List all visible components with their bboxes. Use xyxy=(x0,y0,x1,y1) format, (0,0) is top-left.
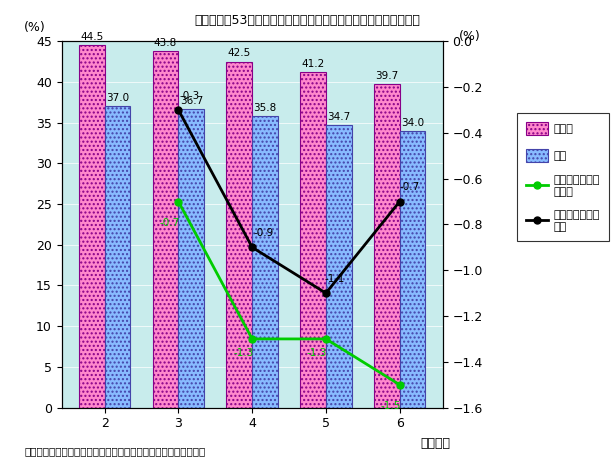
X-axis label: （年度）: （年度） xyxy=(420,437,450,450)
Bar xyxy=(226,61,252,408)
Y-axis label: (%): (%) xyxy=(459,30,480,43)
Text: 36.7: 36.7 xyxy=(180,96,203,105)
Bar xyxy=(105,106,130,408)
Text: 第２－７－53図　第二次産業構成比及び構成比の対前年度減少率: 第２－７－53図 第二次産業構成比及び構成比の対前年度減少率 xyxy=(194,14,421,27)
Text: 「県民経済計算年報（平成９年版）」（経済企画庁）により作成: 「県民経済計算年報（平成９年版）」（経済企画庁）により作成 xyxy=(25,446,206,456)
Text: 34.7: 34.7 xyxy=(327,112,351,122)
Text: 35.8: 35.8 xyxy=(253,103,277,113)
Bar xyxy=(153,51,178,408)
Text: 44.5: 44.5 xyxy=(80,32,103,42)
Text: -1.5: -1.5 xyxy=(381,401,401,411)
Text: -1.3: -1.3 xyxy=(233,348,253,358)
Bar xyxy=(400,131,426,408)
Text: -0.7: -0.7 xyxy=(159,218,180,228)
Text: 39.7: 39.7 xyxy=(375,71,399,81)
Text: -0.7: -0.7 xyxy=(399,182,419,192)
Bar xyxy=(252,116,278,408)
Text: 43.8: 43.8 xyxy=(154,38,177,48)
Bar xyxy=(300,72,326,408)
Bar xyxy=(79,45,105,408)
Text: -1.1: -1.1 xyxy=(325,274,345,284)
Text: 41.2: 41.2 xyxy=(301,59,325,69)
Text: 34.0: 34.0 xyxy=(401,118,424,127)
Legend: 岐阜県, 全国, 対前年度減少率
岐阜県, 対前年度減少率
全国: 岐阜県, 全国, 対前年度減少率 岐阜県, 対前年度減少率 全国 xyxy=(517,113,609,241)
Bar xyxy=(326,125,352,408)
Text: -0.9: -0.9 xyxy=(253,228,273,238)
Y-axis label: (%): (%) xyxy=(24,21,46,34)
Bar xyxy=(178,109,204,408)
Text: 42.5: 42.5 xyxy=(228,48,251,58)
Text: 37.0: 37.0 xyxy=(106,93,129,103)
Bar xyxy=(374,84,400,408)
Text: -0.3: -0.3 xyxy=(180,91,200,101)
Text: -1.3: -1.3 xyxy=(307,348,327,358)
